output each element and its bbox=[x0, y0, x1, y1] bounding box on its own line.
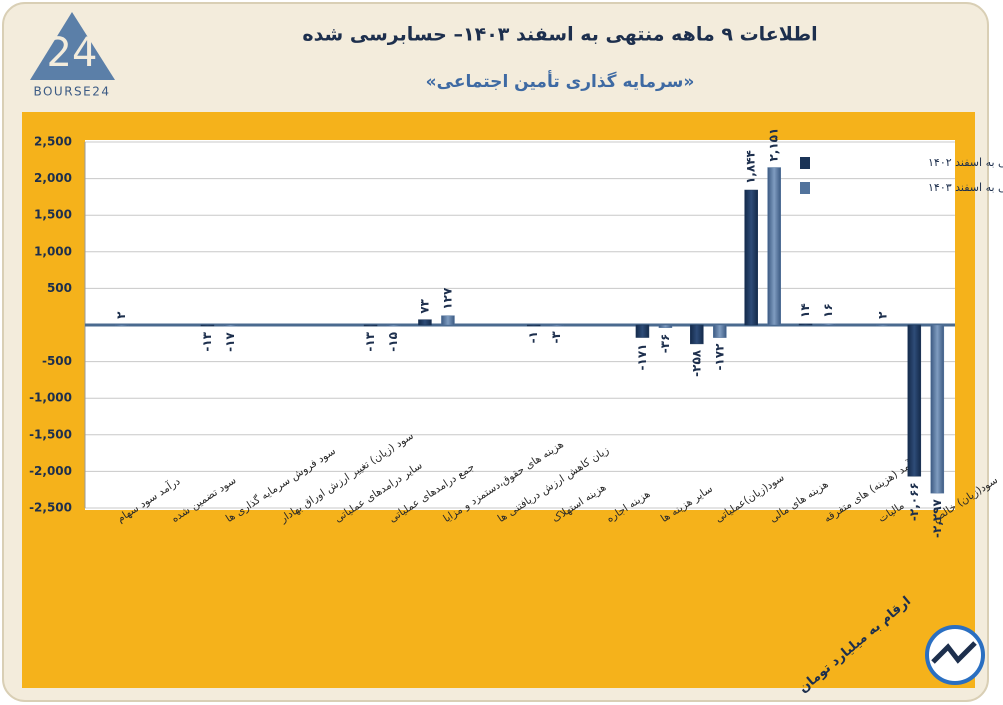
corner-icon bbox=[925, 625, 985, 685]
bar bbox=[930, 324, 945, 494]
bar bbox=[441, 315, 455, 326]
chart-title: اطلاعات ۹ ماهه منتهی به اسفند ۱۴۰۳– حساب… bbox=[302, 24, 817, 46]
y-tick-label: 1,500 bbox=[34, 208, 72, 222]
bar bbox=[821, 323, 836, 326]
legend-label: عملکرد منتهی به اسفند ۱۴۰۲ bbox=[928, 156, 1003, 169]
y-tick-label: 2,500 bbox=[34, 135, 72, 149]
value-label: -۱۷۱ bbox=[635, 344, 649, 371]
y-tick-label: -1,500 bbox=[29, 427, 72, 441]
value-label: ۲ bbox=[114, 311, 128, 319]
value-label: -۱۳ bbox=[200, 331, 214, 351]
value-label: -۱۷ bbox=[223, 332, 237, 352]
bar bbox=[114, 324, 129, 327]
bar bbox=[549, 324, 564, 327]
bar bbox=[767, 167, 781, 326]
logo: 24 BOURSE24 bbox=[30, 12, 115, 99]
y-tick-label: 2,000 bbox=[34, 171, 72, 185]
value-label: ۱,۸۴۴ bbox=[744, 150, 758, 184]
bar bbox=[200, 324, 215, 327]
value-label: ۱۴ bbox=[798, 303, 812, 318]
value-label: ۱۶ bbox=[821, 303, 835, 318]
y-tick-label: -2,000 bbox=[29, 464, 72, 478]
bar bbox=[223, 324, 238, 327]
y-tick-label: -1,000 bbox=[29, 391, 72, 405]
value-label: -۱ bbox=[526, 331, 540, 343]
bar bbox=[907, 324, 922, 477]
bar bbox=[713, 324, 727, 338]
y-tick-label: -2,500 bbox=[29, 501, 72, 515]
value-label: -۱۵ bbox=[386, 332, 400, 352]
y-tick-label: 500 bbox=[47, 281, 72, 295]
value-label: ۲ bbox=[875, 311, 889, 319]
legend-label: عملکرد منتهی به اسفند ۱۴۰۳ bbox=[928, 181, 1003, 194]
value-label: ۷۳ bbox=[417, 298, 431, 313]
logo-text: BOURSE24 bbox=[33, 85, 110, 99]
y-tick-label: -500 bbox=[42, 354, 72, 368]
value-label: -۲۵۸ bbox=[689, 349, 703, 377]
bar bbox=[690, 324, 704, 345]
y-tick-label: 1,000 bbox=[34, 244, 72, 258]
bar bbox=[658, 324, 673, 328]
bar bbox=[386, 324, 401, 327]
value-label: ۲,۱۵۱ bbox=[767, 128, 781, 162]
legend-swatch bbox=[800, 182, 810, 194]
value-label: -۳۶ bbox=[658, 334, 672, 354]
value-label: -۱۷۲ bbox=[712, 343, 726, 371]
legend-swatch bbox=[800, 157, 810, 169]
bar bbox=[363, 324, 378, 327]
bar bbox=[418, 319, 432, 326]
value-label: -۱۳ bbox=[363, 331, 377, 351]
value-label: -۲,۲۹۷ bbox=[930, 498, 944, 538]
value-label: -۳ bbox=[549, 331, 563, 344]
bar bbox=[526, 324, 541, 327]
bar bbox=[744, 189, 758, 326]
value-label: -۲,۰۶۶ bbox=[907, 482, 921, 521]
chart-subtitle: «سرمایه گذاری تأمین اجتماعی» bbox=[426, 70, 695, 92]
bar bbox=[876, 324, 890, 327]
value-label: ۱۲۷ bbox=[440, 287, 454, 310]
bar bbox=[635, 324, 650, 338]
bar bbox=[798, 323, 813, 326]
svg-text:24: 24 bbox=[47, 30, 98, 76]
